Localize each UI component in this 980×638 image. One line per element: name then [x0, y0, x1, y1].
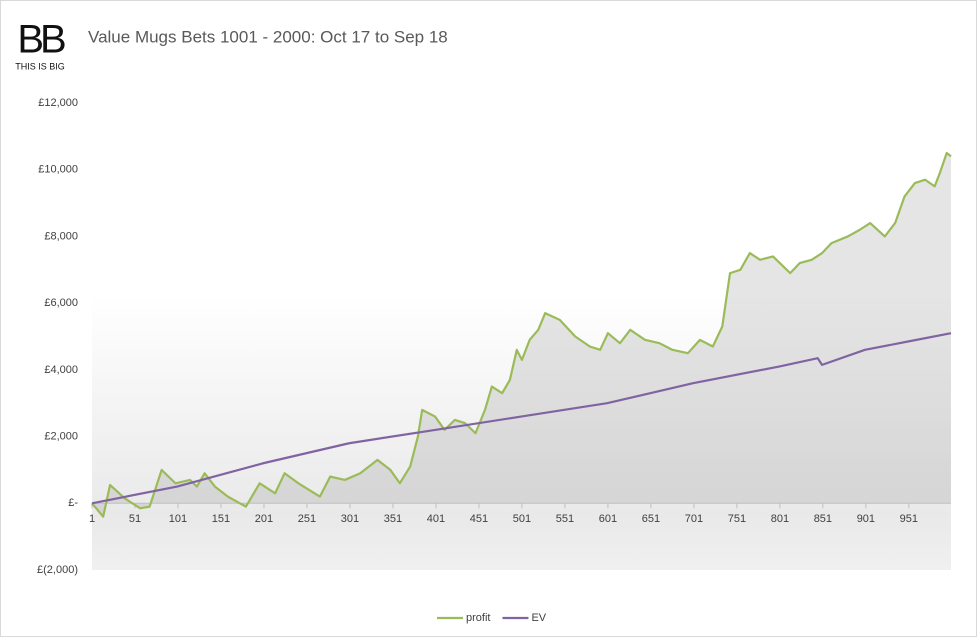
- x-tick-label: 551: [556, 513, 574, 525]
- y-tick-label: £10,000: [38, 164, 78, 176]
- x-tick-label: 151: [212, 513, 230, 525]
- x-tick-label: 951: [900, 513, 918, 525]
- chart-title: Value Mugs Bets 1001 - 2000: Oct 17 to S…: [88, 27, 448, 46]
- x-tick-label: 51: [129, 513, 141, 525]
- y-tick-label: £8,000: [44, 230, 78, 242]
- y-tick-label: £-: [68, 497, 78, 509]
- area-fill: [92, 153, 951, 517]
- x-tick-label: 251: [298, 513, 316, 525]
- y-tick-label: £2,000: [44, 430, 78, 442]
- x-tick-label: 501: [513, 513, 531, 525]
- x-tick-label: 901: [857, 513, 875, 525]
- y-tick-label: £(2,000): [37, 564, 78, 576]
- x-tick-label: 701: [685, 513, 703, 525]
- x-tick-label: 451: [470, 513, 488, 525]
- x-tick-label: 101: [169, 513, 187, 525]
- legend-label: EV: [531, 612, 546, 624]
- line-series: [91, 151, 952, 518]
- plot-background: [92, 203, 951, 570]
- y-tick-label: £6,000: [44, 297, 78, 309]
- legend-label: profit: [466, 612, 490, 624]
- x-tick-label: 401: [427, 513, 445, 525]
- y-tick-label: £4,000: [44, 364, 78, 376]
- y-tick-label: £12,000: [38, 97, 78, 109]
- x-tick-label: 751: [728, 513, 746, 525]
- x-tick-label: 651: [642, 513, 660, 525]
- x-tick-label: 851: [814, 513, 832, 525]
- logo-caption: THIS IS BIG: [15, 61, 65, 71]
- x-tick-label: 601: [599, 513, 617, 525]
- x-tick-label: 1: [89, 513, 95, 525]
- logo-mark: BB: [17, 18, 65, 62]
- x-tick-label: 801: [771, 513, 789, 525]
- x-tick-label: 301: [341, 513, 359, 525]
- line-series: [91, 332, 952, 505]
- x-tick-label: 201: [255, 513, 273, 525]
- x-tick-label: 351: [384, 513, 402, 525]
